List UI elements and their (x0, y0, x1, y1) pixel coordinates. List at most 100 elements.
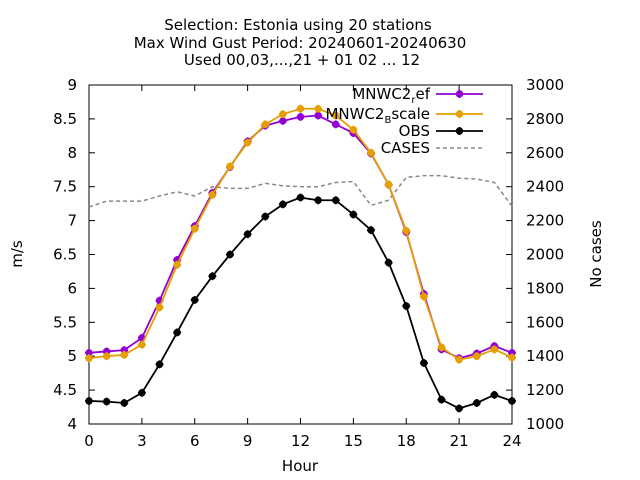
point-mnwc2-bscale (455, 355, 464, 364)
point-obs (508, 396, 516, 405)
legend-label-main: MNWC2 (325, 105, 384, 123)
point-obs (384, 258, 393, 267)
series-line-cases (88, 174, 513, 208)
point-obs (490, 390, 499, 399)
legend-entry-mnwc2-bscale: MNWC2Bscale (325, 105, 483, 126)
point-mnwc2-bscale (137, 340, 146, 349)
legend-label-main: CASES (381, 139, 430, 157)
y2-tick-label: 2400 (526, 178, 564, 196)
point-obs (85, 396, 93, 405)
point-obs (314, 196, 323, 205)
legend-marker-obs (455, 127, 464, 135)
point-mnwc2-bscale (437, 343, 446, 352)
plot-area (88, 84, 513, 425)
point-mnwc2-bscale (490, 345, 499, 354)
point-mnwc2-bscale (331, 111, 340, 120)
y2-tick-label: 2200 (526, 212, 564, 230)
point-obs (472, 398, 481, 407)
point-obs (419, 358, 428, 367)
point-mnwc2-bscale (85, 354, 93, 363)
legend-label-rest: scale (391, 105, 430, 123)
x-tick-label: 3 (137, 432, 147, 450)
point-mnwc2-bscale (508, 353, 516, 362)
point-mnwc2-bscale (402, 226, 411, 235)
point-mnwc2-bscale (349, 125, 358, 134)
y2-tick-label: 2800 (526, 110, 564, 128)
x-axis-label: Hour (282, 457, 319, 475)
x-tick-label: 24 (502, 432, 521, 450)
point-obs (137, 388, 146, 397)
legend-marker-mnwc2-ref (455, 90, 464, 98)
y-tick-label: 9 (67, 76, 77, 94)
x-tick-label: 9 (243, 432, 253, 450)
legend-entry-mnwc2-ref: MNWC2ref (352, 85, 483, 106)
point-mnwc2-bscale (173, 260, 182, 269)
point-obs (243, 230, 252, 239)
x-tick-labels: 0 3 6 9 12 15 18 21 24 (84, 85, 522, 450)
y-tick-label: 6 (67, 279, 77, 297)
point-obs (173, 328, 182, 337)
legend-label-main: MNWC2 (352, 85, 411, 103)
point-obs (296, 193, 305, 202)
point-mnwc2-bscale (226, 162, 234, 171)
point-mnwc2-bscale (314, 104, 323, 113)
y-tick-label: 8 (67, 144, 77, 162)
chart-title: Selection: Estonia using 20 stations Max… (134, 16, 467, 69)
series-obs (85, 193, 516, 413)
series-layer (85, 104, 516, 413)
point-mnwc2-bscale (261, 120, 270, 129)
x-tick-label: 12 (291, 432, 310, 450)
legend-label-cases: CASES (381, 139, 430, 157)
point-obs (437, 395, 446, 404)
point-mnwc2-ref (296, 112, 305, 121)
y2-axis-label: No cases (587, 220, 605, 288)
point-obs (102, 397, 111, 406)
legend-marker-mnwc2-bscale (455, 110, 464, 118)
y2-tick-label: 1000 (526, 415, 564, 433)
point-mnwc2-bscale (472, 352, 481, 361)
y-tick-label: 5.5 (53, 313, 77, 331)
legend-entry-cases: CASES (381, 139, 483, 157)
series-cases (88, 174, 513, 208)
point-obs (402, 302, 411, 311)
legend-label-main: OBS (399, 122, 430, 140)
point-mnwc2-bscale (208, 190, 217, 199)
legend-label-mnwc2-ref: MNWC2ref (352, 85, 430, 106)
y2-tick-label: 1400 (526, 347, 564, 365)
x-tick-label: 6 (190, 432, 200, 450)
point-obs (190, 295, 199, 304)
legend-label-sub: r (411, 95, 416, 106)
legend-entry-obs: OBS (399, 122, 483, 140)
y2-tick-label: 3000 (526, 76, 564, 94)
y-tick-label: 7.5 (53, 178, 77, 196)
y-tick-label: 4 (67, 415, 77, 433)
legend-label-mnwc2-bscale: MNWC2Bscale (325, 105, 430, 126)
y-tick-labels: 4 4.5 5 5.5 6 6.5 7 7.5 8 8.5 9 (53, 76, 95, 433)
legend-label-sub: B (384, 115, 391, 126)
title-line-2: Max Wind Gust Period: 20240601-20240630 (134, 34, 467, 52)
point-mnwc2-bscale (243, 138, 252, 147)
y2-tick-label: 1800 (526, 279, 564, 297)
series-line-obs (88, 196, 513, 410)
y-axis-label: m/s (8, 240, 26, 268)
legend-label-rest: ef (415, 85, 430, 103)
x-tick-label: 21 (450, 432, 469, 450)
y2-tick-label: 1200 (526, 381, 564, 399)
series-line-mnwc2-bscale (88, 107, 513, 361)
point-mnwc2-ref (331, 120, 340, 129)
series-mnwc2-ref (85, 111, 516, 363)
point-obs (155, 360, 164, 369)
point-obs (208, 272, 217, 281)
plot-border (88, 84, 513, 425)
y-tick-label: 4.5 (53, 381, 77, 399)
point-obs (278, 200, 287, 209)
point-mnwc2-bscale (155, 303, 164, 312)
point-obs (367, 226, 375, 235)
x-tick-label: 18 (397, 432, 416, 450)
legend-label-obs: OBS (399, 122, 430, 140)
x-tick-label: 15 (344, 432, 363, 450)
point-mnwc2-bscale (296, 104, 305, 113)
point-obs (226, 250, 234, 259)
point-mnwc2-bscale (120, 350, 129, 359)
